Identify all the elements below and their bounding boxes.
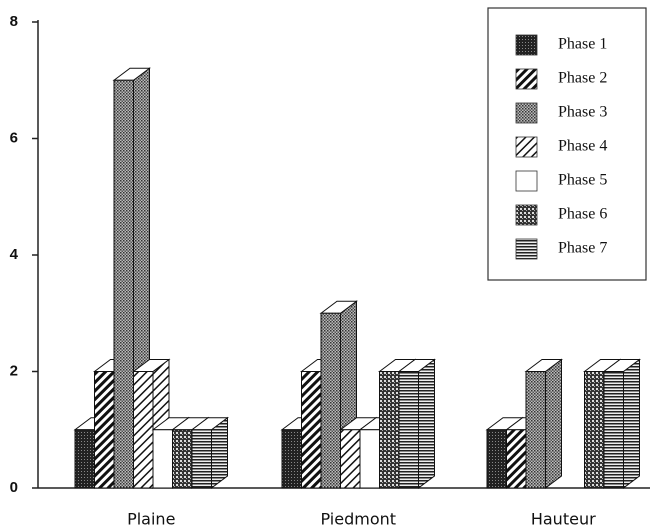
bar-front bbox=[379, 371, 400, 489]
bar-front bbox=[152, 429, 173, 489]
bar-front bbox=[359, 429, 380, 489]
bar-front bbox=[133, 371, 154, 489]
legend-swatch bbox=[515, 102, 538, 124]
legend-swatch bbox=[515, 238, 538, 260]
bar-front bbox=[301, 371, 322, 489]
legend-swatch bbox=[515, 204, 538, 226]
bar-side bbox=[545, 358, 562, 489]
bar-front bbox=[320, 312, 341, 489]
bar-front bbox=[94, 371, 115, 489]
bar-front bbox=[113, 79, 134, 489]
bar-front bbox=[340, 429, 361, 489]
y-tick-label: 4 bbox=[10, 246, 19, 263]
bar-front bbox=[486, 429, 507, 489]
legend-label: Phase 1 bbox=[558, 36, 607, 53]
legend-label: Phase 6 bbox=[558, 206, 607, 223]
x-tick-label: Plaine bbox=[127, 510, 175, 529]
y-tick-label: 6 bbox=[10, 129, 18, 146]
y-tick-label: 2 bbox=[10, 362, 18, 379]
bar-front bbox=[74, 429, 95, 489]
legend-swatch bbox=[515, 136, 538, 158]
legend-label: Phase 5 bbox=[558, 172, 607, 189]
legend-label: Phase 4 bbox=[558, 138, 607, 155]
legend-swatch bbox=[515, 34, 538, 56]
legend-label: Phase 2 bbox=[558, 70, 607, 87]
legend-swatch bbox=[515, 68, 538, 90]
bar-front bbox=[281, 429, 302, 489]
y-tick-label: 8 bbox=[10, 13, 18, 30]
legend bbox=[487, 7, 647, 281]
bar-front bbox=[525, 371, 546, 489]
x-tick-label: Piedmont bbox=[320, 510, 396, 529]
bar bbox=[190, 416, 229, 489]
bar-front bbox=[506, 429, 527, 489]
bar-front bbox=[191, 429, 212, 489]
bar bbox=[602, 358, 641, 489]
legend-label: Phase 7 bbox=[558, 240, 607, 257]
bar-front bbox=[584, 371, 605, 489]
bar-front bbox=[398, 371, 419, 489]
bar-front bbox=[603, 371, 624, 489]
bar bbox=[397, 358, 436, 489]
legend-swatch bbox=[515, 170, 538, 192]
bar bbox=[524, 358, 563, 489]
x-tick-label: Hauteur bbox=[531, 510, 596, 529]
bar-front bbox=[172, 429, 193, 489]
legend-label: Phase 3 bbox=[558, 104, 607, 121]
bar-side bbox=[623, 358, 640, 489]
y-tick-label: 0 bbox=[10, 479, 18, 496]
bar-side bbox=[418, 358, 435, 489]
